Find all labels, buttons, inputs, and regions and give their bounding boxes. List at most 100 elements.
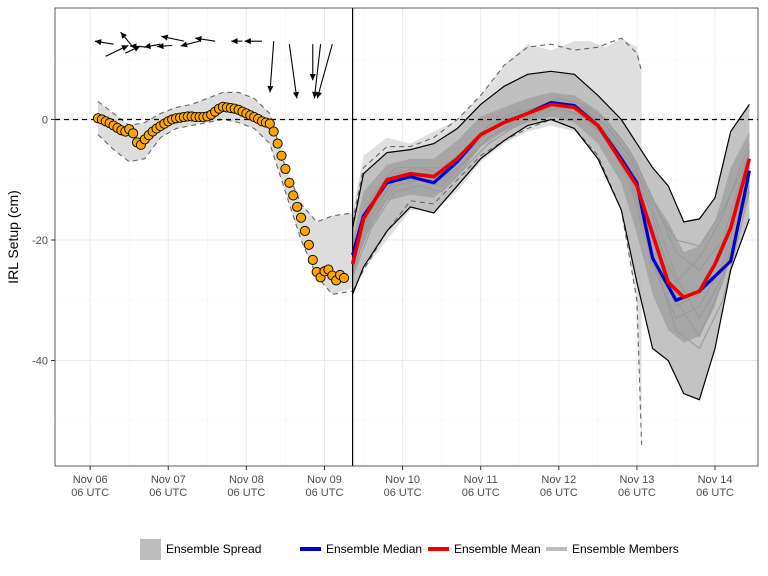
x-tick-label-line1: Nov 07 (151, 474, 186, 486)
wind-arrow-head (120, 32, 127, 39)
wind-arrow-head (157, 43, 164, 50)
wind-arrow-head (267, 85, 274, 93)
wind-arrow (144, 43, 161, 50)
x-tick-label-line1: Nov 13 (619, 474, 654, 486)
ensemble-mean-line (350, 102, 752, 300)
x-tick-label-line1: Nov 14 (698, 474, 733, 486)
ensemble-member-line-4 (352, 106, 750, 308)
observed-point (307, 254, 318, 265)
x-tick-label-line1: Nov 09 (307, 474, 342, 486)
legend-label-spread: Ensemble Spread (166, 542, 261, 556)
observed-point (303, 239, 314, 250)
observed-point (280, 163, 291, 174)
x-tick-label: Nov 13 06 UTC (618, 474, 656, 499)
legend-item-mean: Ensemble Mean (428, 542, 541, 556)
wind-arrow (105, 44, 129, 57)
wind-arrow-shaft (313, 44, 322, 99)
spread-upper-line (352, 70, 750, 229)
ensemble-statistics (350, 70, 752, 401)
wind-arrow-shaft (316, 44, 333, 99)
wind-arrow (309, 44, 316, 81)
wind-arrow-head (144, 43, 151, 50)
wind-arrow (267, 41, 275, 93)
light-spread-band (352, 38, 642, 445)
observed-point (264, 118, 275, 129)
wind-arrow (161, 34, 184, 42)
observed-point (268, 126, 279, 137)
ensemble-inner-band (352, 92, 750, 343)
wind-arrow (288, 44, 299, 99)
x-tick-label-line2: 06 UTC (227, 487, 265, 499)
x-tick-label-line2: 06 UTC (384, 487, 422, 499)
observed-point (338, 272, 350, 284)
spread-lower-line (352, 118, 750, 401)
wind-arrow (195, 36, 216, 43)
observed-points (92, 101, 350, 286)
x-tick-label: Nov 09 06 UTC (306, 474, 344, 499)
observed-point (284, 177, 295, 188)
legend-label-median: Ensemble Median (326, 542, 422, 556)
x-tick-label-line1: Nov 06 (73, 474, 108, 486)
legend-item-median: Ensemble Median (300, 542, 422, 556)
wind-arrow-head (316, 91, 322, 99)
x-tick-label-line2: 06 UTC (306, 487, 344, 499)
legend-swatch-spread (140, 539, 161, 560)
x-tick-label: Nov 10 06 UTC (384, 474, 422, 499)
x-tick-label: Nov 12 06 UTC (540, 474, 578, 499)
x-tick-label: Nov 08 06 UTC (227, 474, 265, 499)
x-tick-label-line2: 06 UTC (71, 487, 109, 499)
dashed-bound-line-4 (97, 91, 353, 223)
x-tick-label-line1: Nov 08 (229, 474, 264, 486)
wind-arrow-shaft (269, 41, 275, 93)
legend-label-members: Ensemble Members (572, 542, 679, 556)
wind-arrow-head (180, 41, 188, 48)
x-tick-label: Nov 14 06 UTC (696, 474, 734, 499)
observed-point (272, 138, 283, 149)
x-tick-label: Nov 06 06 UTC (71, 474, 109, 499)
dashed-bound-line-3 (97, 118, 353, 295)
y-axis-title: IRL Setup (cm) (5, 190, 21, 284)
legend-label-mean: Ensemble Mean (454, 542, 541, 556)
wind-arrow-head (129, 43, 137, 50)
y-tick-label: -20 (32, 235, 48, 247)
wind-arrow (244, 38, 262, 45)
x-tick-label-line2: 06 UTC (540, 487, 578, 499)
wind-arrow-head (231, 38, 238, 45)
x-tick-label-line2: 06 UTC (696, 487, 734, 499)
wind-arrow (316, 44, 333, 99)
x-tick-label-line2: 06 UTC (618, 487, 656, 499)
x-tick-label-line2: 06 UTC (462, 487, 500, 499)
x-tick-label: Nov 11 06 UTC (462, 474, 500, 499)
wind-arrow-head (195, 36, 202, 43)
ensemble-member-line-7 (352, 103, 750, 271)
observed-point (288, 190, 299, 201)
wind-arrow-head (161, 34, 169, 41)
wind-arrow (231, 38, 243, 45)
wind-arrow (180, 40, 200, 48)
observed-point (295, 212, 307, 223)
wind-arrow (157, 43, 173, 50)
ensemble-spread-bands (98, 38, 750, 445)
wind-arrow-shaft (288, 44, 298, 99)
legend-item-members: Ensemble Members (546, 542, 679, 556)
wind-arrow-head (292, 91, 299, 99)
observed-point (128, 128, 139, 139)
observed-point (299, 225, 311, 237)
wind-arrow (120, 31, 134, 48)
dashed-bound-line-2 (352, 37, 643, 223)
x-tick-label-line2: 06 UTC (149, 487, 187, 499)
y-tick-label: -40 (32, 356, 48, 368)
wind-arrow-head (94, 39, 102, 46)
x-tick-label-line1: Nov 12 (541, 474, 576, 486)
y-tick-label: 0 (42, 114, 48, 126)
wind-arrow-head (244, 38, 251, 45)
wind-arrow-head (309, 74, 316, 81)
x-tick-label-line1: Nov 11 (464, 474, 498, 486)
legend-item-spread: Ensemble Spread (140, 539, 261, 560)
x-tick-label: Nov 07 06 UTC (149, 474, 187, 499)
x-tick-label-line1: Nov 10 (385, 474, 420, 486)
wind-arrow-head (121, 45, 129, 51)
observed-point (292, 201, 303, 212)
